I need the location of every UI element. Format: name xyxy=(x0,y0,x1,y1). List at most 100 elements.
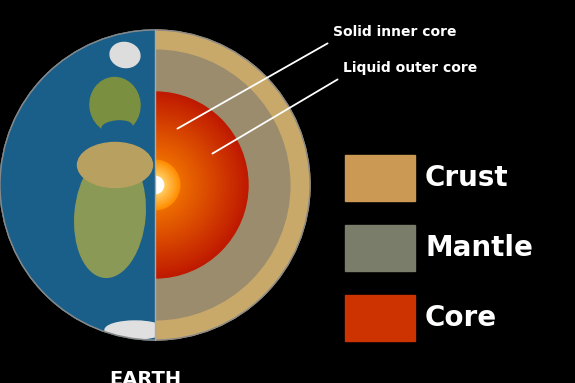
Circle shape xyxy=(71,101,239,269)
Circle shape xyxy=(146,176,164,194)
Circle shape xyxy=(114,145,196,225)
Circle shape xyxy=(74,105,236,265)
Circle shape xyxy=(135,165,175,205)
Circle shape xyxy=(70,100,240,270)
Circle shape xyxy=(150,180,160,190)
Circle shape xyxy=(118,148,192,222)
Circle shape xyxy=(125,155,185,214)
Circle shape xyxy=(144,174,166,196)
Text: EARTH: EARTH xyxy=(109,370,181,383)
Circle shape xyxy=(143,173,167,197)
Circle shape xyxy=(120,149,191,221)
Text: Liquid outer core: Liquid outer core xyxy=(343,61,477,75)
Circle shape xyxy=(147,177,163,193)
Text: Solid inner core: Solid inner core xyxy=(333,25,457,39)
Circle shape xyxy=(99,129,211,241)
Ellipse shape xyxy=(110,43,140,67)
Circle shape xyxy=(82,112,228,258)
Circle shape xyxy=(143,173,167,196)
Circle shape xyxy=(113,143,197,227)
Circle shape xyxy=(127,157,183,213)
Circle shape xyxy=(133,163,177,207)
Circle shape xyxy=(137,168,172,202)
Circle shape xyxy=(136,166,174,204)
Circle shape xyxy=(139,169,171,201)
Circle shape xyxy=(143,173,167,197)
Circle shape xyxy=(150,179,161,191)
Circle shape xyxy=(116,146,194,224)
Ellipse shape xyxy=(75,153,145,277)
Circle shape xyxy=(142,172,168,198)
Circle shape xyxy=(146,176,164,194)
Circle shape xyxy=(152,183,158,188)
Circle shape xyxy=(140,170,171,200)
Circle shape xyxy=(131,161,179,209)
Ellipse shape xyxy=(102,121,132,133)
Circle shape xyxy=(107,137,203,233)
Circle shape xyxy=(73,103,237,267)
Circle shape xyxy=(112,142,198,228)
Circle shape xyxy=(91,121,218,249)
Circle shape xyxy=(68,98,242,272)
Circle shape xyxy=(148,178,163,192)
Circle shape xyxy=(78,108,232,262)
Circle shape xyxy=(136,166,174,204)
Circle shape xyxy=(147,177,163,193)
Circle shape xyxy=(121,151,189,219)
Circle shape xyxy=(133,164,177,206)
Circle shape xyxy=(65,95,245,275)
Text: Mantle: Mantle xyxy=(425,234,533,262)
Circle shape xyxy=(154,183,156,187)
Circle shape xyxy=(104,134,206,236)
Circle shape xyxy=(90,120,220,250)
Circle shape xyxy=(150,180,160,190)
Circle shape xyxy=(64,93,247,277)
Circle shape xyxy=(149,179,161,191)
Ellipse shape xyxy=(105,321,165,339)
Circle shape xyxy=(102,132,208,238)
Circle shape xyxy=(145,176,164,194)
Circle shape xyxy=(144,174,166,196)
Circle shape xyxy=(154,184,156,186)
Circle shape xyxy=(84,114,227,256)
Circle shape xyxy=(98,128,212,242)
Circle shape xyxy=(67,97,243,273)
Circle shape xyxy=(62,92,248,278)
Circle shape xyxy=(130,160,180,210)
Bar xyxy=(345,155,415,201)
Text: Crust: Crust xyxy=(425,164,509,192)
Circle shape xyxy=(81,111,229,259)
Circle shape xyxy=(0,30,310,340)
Circle shape xyxy=(138,168,172,202)
Bar xyxy=(345,225,415,271)
Circle shape xyxy=(87,117,223,253)
Circle shape xyxy=(105,136,205,235)
Circle shape xyxy=(152,182,158,188)
Circle shape xyxy=(152,182,158,188)
Ellipse shape xyxy=(90,77,140,133)
Circle shape xyxy=(76,106,234,264)
Circle shape xyxy=(124,154,186,216)
Circle shape xyxy=(145,175,165,195)
Circle shape xyxy=(122,152,187,218)
Circle shape xyxy=(110,140,200,230)
Bar xyxy=(345,295,415,341)
Circle shape xyxy=(141,171,169,199)
Wedge shape xyxy=(0,30,155,340)
Circle shape xyxy=(94,124,216,246)
Text: Core: Core xyxy=(425,304,497,332)
Circle shape xyxy=(109,139,201,231)
Circle shape xyxy=(140,170,170,200)
Circle shape xyxy=(135,165,175,205)
Circle shape xyxy=(139,169,171,201)
Circle shape xyxy=(132,162,178,208)
Circle shape xyxy=(137,167,173,203)
Circle shape xyxy=(130,160,180,210)
Circle shape xyxy=(129,159,181,211)
Circle shape xyxy=(89,118,221,252)
Circle shape xyxy=(132,162,178,208)
Ellipse shape xyxy=(78,142,152,188)
Circle shape xyxy=(151,181,159,189)
Circle shape xyxy=(93,123,217,247)
Circle shape xyxy=(96,126,214,244)
